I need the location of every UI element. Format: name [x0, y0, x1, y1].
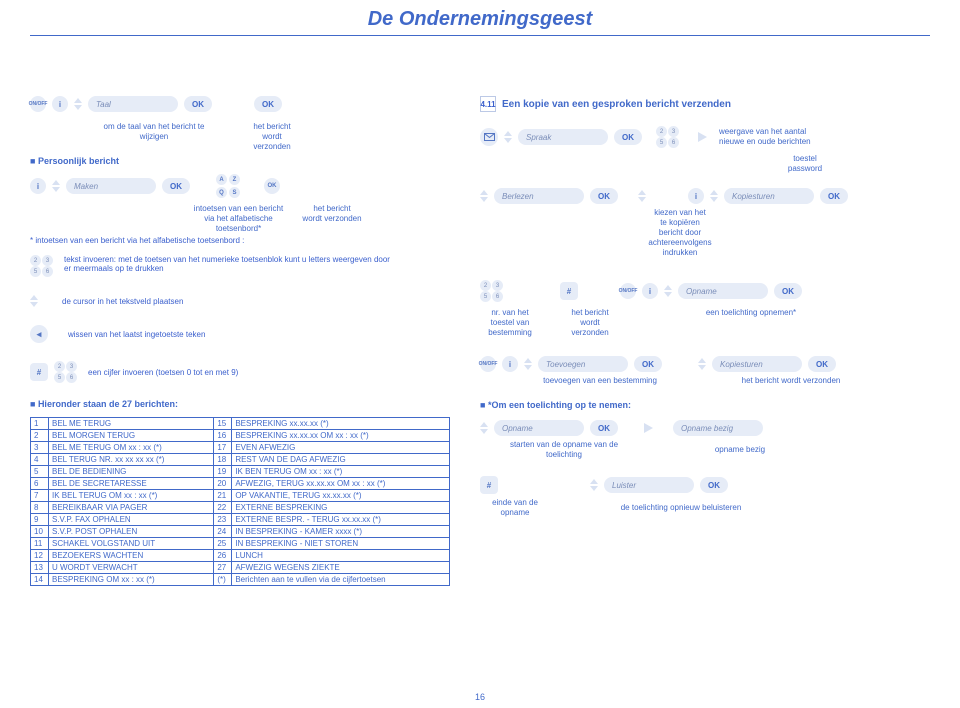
maken-pill[interactable]: Maken	[66, 178, 156, 194]
section-head: ■ Hieronder staan de 27 berichten:	[30, 399, 450, 409]
section-title: Een kopie van een gesproken bericht verz…	[502, 99, 731, 110]
page-number: 16	[0, 692, 960, 702]
arrow-icon	[644, 423, 653, 433]
caption: opname bezig	[700, 445, 780, 455]
ok-button[interactable]: OK	[590, 188, 618, 204]
caption: een cijfer invoeren (toetsen 0 tot en me…	[88, 368, 238, 377]
onoff-icon: ON/OFF	[30, 96, 46, 112]
caption: om de taal van het bericht te wijzigen	[100, 122, 208, 142]
nav-arrows	[698, 358, 706, 370]
nav-arrows	[710, 190, 718, 202]
hash-icon: #	[480, 476, 498, 494]
caption: tekst invoeren: met de toetsen van het n…	[64, 255, 394, 273]
keypad-icon: 2356	[30, 255, 58, 277]
footnote: * intoetsen van een bericht via het alfa…	[30, 236, 450, 245]
hash-icon: #	[560, 282, 578, 300]
nav-arrows	[30, 295, 38, 307]
nav-arrows	[638, 190, 646, 202]
caption: het bericht wordt verzonden	[297, 204, 367, 224]
hash-icon: #	[30, 363, 48, 381]
info-icon: i	[502, 356, 518, 372]
info-icon: i	[30, 178, 46, 194]
keypad-icon: 2356	[656, 126, 684, 148]
keypad-icon: 2356	[54, 361, 82, 383]
ok-button[interactable]: OK	[700, 477, 728, 493]
taal-pill[interactable]: Taal	[88, 96, 178, 112]
caption: kiezen van het te kopiëren bericht door …	[635, 208, 725, 258]
kopiesturen-pill[interactable]: Kopiesturen	[724, 188, 814, 204]
right-column: 4.11 Een kopie van een gesproken bericht…	[480, 96, 930, 518]
rewind-icon: ◂	[30, 325, 48, 343]
left-column: ON/OFF i Taal OK OK om de taal van het b…	[30, 96, 450, 586]
nav-arrows	[664, 285, 672, 297]
caption: nr. van het toestel van bestemming	[480, 308, 540, 338]
ok-button[interactable]: OK	[254, 96, 282, 112]
berlezen-pill[interactable]: Berlezen	[494, 188, 584, 204]
ok-circ[interactable]: OK	[264, 178, 280, 194]
caption: toevoegen van een bestemming	[535, 376, 665, 386]
onoff-icon: ON/OFF	[480, 356, 496, 372]
info-icon: i	[52, 96, 68, 112]
nav-arrows	[480, 190, 488, 202]
caption: de toelichting opnieuw beluisteren	[596, 503, 766, 513]
info-icon: i	[688, 188, 704, 204]
nav-arrows	[52, 180, 60, 192]
ok-button[interactable]: OK	[808, 356, 836, 372]
ok-button[interactable]: OK	[590, 420, 618, 436]
sub-head: ■ *Om een toelichting op te nemen:	[480, 400, 930, 410]
luister-pill[interactable]: Luister	[604, 477, 694, 493]
opname-pill[interactable]: Opname	[494, 420, 584, 436]
page-title: De Ondernemingsgeest	[30, 0, 930, 36]
nav-arrows	[74, 98, 82, 110]
ok-button[interactable]: OK	[184, 96, 212, 112]
caption: intoetsen van een bericht via het alfabe…	[186, 204, 291, 234]
opname-bezig-pill: Opname bezig	[673, 420, 763, 436]
nav-arrows	[524, 358, 532, 370]
nav-arrows	[480, 422, 488, 434]
ok-button[interactable]: OK	[774, 283, 802, 299]
nav-arrows	[504, 131, 512, 143]
ok-button[interactable]: OK	[614, 129, 642, 145]
caption: toestel password	[680, 154, 930, 174]
arrow-icon	[698, 132, 707, 142]
toevoegen-pill[interactable]: Toevoegen	[538, 356, 628, 372]
kopiesturen-pill[interactable]: Kopiesturen	[712, 356, 802, 372]
nav-arrows	[590, 479, 598, 491]
onoff-icon: ON/OFF	[620, 283, 636, 299]
info-icon: i	[642, 283, 658, 299]
caption: de cursor in het tekstveld plaatsen	[62, 297, 183, 306]
caption: het bericht wordt verzonden	[726, 376, 856, 386]
caption: starten van de opname van de toelichting	[494, 440, 634, 460]
opname-pill[interactable]: Opname	[678, 283, 768, 299]
caption: weergave van het aantal nieuwe en oude b…	[719, 127, 819, 147]
caption: wissen van het laatst ingetoetste teken	[68, 330, 205, 339]
caption: een toelichting opnemen*	[686, 308, 816, 318]
caption: einde van de opname	[480, 498, 550, 518]
spraak-pill[interactable]: Spraak	[518, 129, 608, 145]
keypad-icon: 2356	[480, 280, 508, 302]
ok-button[interactable]: OK	[634, 356, 662, 372]
mail-icon	[480, 128, 498, 146]
caption: het bericht wordt verzonden	[242, 122, 302, 152]
section-head: ■ Persoonlijk bericht	[30, 156, 450, 166]
caption: het bericht wordt verzonden	[560, 308, 620, 338]
messages-table: 1BEL ME TERUG15BESPREKING xx.xx.xx (*)2B…	[30, 417, 450, 586]
ok-button[interactable]: OK	[162, 178, 190, 194]
ok-button[interactable]: OK	[820, 188, 848, 204]
section-number: 4.11	[480, 96, 496, 112]
